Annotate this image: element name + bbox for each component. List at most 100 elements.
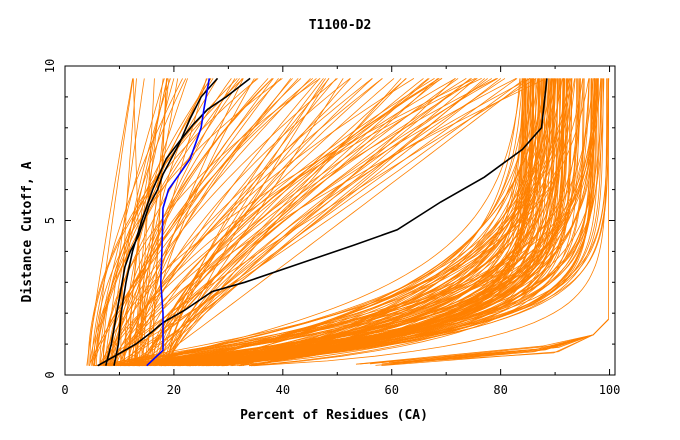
model-curves [86,78,610,367]
model-curve [182,78,524,367]
model-curve [187,78,527,367]
model-curve [110,78,338,366]
model-curve [217,78,521,367]
model-curve [128,78,556,367]
model-curve [130,78,456,367]
highlight-series-2 [113,77,251,366]
model-curve [209,78,565,367]
model-curve [140,78,430,366]
model-curve [139,78,556,367]
x-tick-label: 80 [493,383,507,397]
chart-title: T1100-D2 [309,18,372,33]
model-curve [167,78,324,366]
model-curve [156,78,383,366]
model-curve [237,78,573,367]
model-curve [91,78,183,366]
model-curve [145,78,533,367]
model-curve [120,78,581,367]
model-curve [116,78,584,367]
y-tick-label: 0 [43,371,57,378]
model-curve [102,78,238,366]
model-curve [136,78,546,367]
model-curve [111,78,537,367]
x-tick-label: 100 [599,383,621,397]
highlight-series-4 [146,78,211,367]
model-curve [126,78,207,366]
model-curve [216,78,545,367]
model-curve [217,78,585,367]
x-tick-label: 20 [167,383,181,397]
model-curve [207,78,541,367]
model-curve [139,78,435,366]
model-curve [124,78,554,367]
model-curve [132,78,321,366]
model-curve [129,78,244,366]
model-curve [161,78,337,366]
model-curve [108,78,274,366]
model-curve [164,78,351,366]
model-curve [144,78,598,367]
model-curve [213,78,525,367]
model-curve [96,78,526,367]
model-curve [137,78,522,367]
model-curve [93,78,165,366]
highlight-series-1 [97,78,548,367]
model-curve [124,78,485,367]
model-curve [195,78,609,367]
model-curve [132,78,143,366]
x-axis-label: Percent of Residues (CA) [240,408,428,423]
model-curve [128,78,602,367]
model-curve [139,78,502,366]
highlighted-curves [97,77,548,367]
model-curve [187,78,599,367]
model-curve [150,78,167,366]
model-curve [223,78,596,367]
model-curve [99,78,243,366]
model-curve [221,78,535,367]
model-curve [103,78,533,367]
x-tick-label: 40 [276,383,290,397]
model-curve [249,78,565,367]
x-tick-label: 0 [61,383,68,397]
model-curve [173,78,571,367]
y-tick-label: 10 [43,59,57,73]
model-curve [148,78,530,367]
highlight-series-3 [105,77,219,366]
model-curve [164,78,471,366]
model-curve [94,78,134,366]
model-curve [248,78,534,367]
model-curve [118,78,477,367]
model-curve [102,78,476,366]
y-axis-label: Distance Cutoff, A [20,161,35,302]
model-curve [142,78,592,367]
model-curve [230,78,539,367]
model-curve [190,78,539,367]
model-curve [124,78,212,366]
y-tick-label: 5 [43,217,57,224]
model-curve [147,78,497,366]
model-curve [115,78,568,367]
model-curve [138,78,155,366]
model-curve [105,78,302,366]
model-curve [170,78,557,367]
axis-ticks: 0 20 40 60 80 100 0 5 10 [43,59,620,397]
model-curve [161,78,553,367]
model-curve [130,78,179,366]
model-curve [129,78,273,366]
model-curve [144,78,255,366]
model-curve [89,78,219,366]
model-curve [139,78,459,366]
x-tick-label: 60 [385,383,399,397]
model-curve [88,78,279,366]
model-curve [375,319,609,366]
model-curve [151,78,344,366]
model-curve [87,78,244,366]
model-curve [179,78,524,367]
model-curve [166,78,517,366]
model-curve [189,78,559,367]
model-curve [102,78,321,366]
model-curve [89,78,259,366]
model-curve [206,78,604,367]
model-curve [99,78,439,366]
